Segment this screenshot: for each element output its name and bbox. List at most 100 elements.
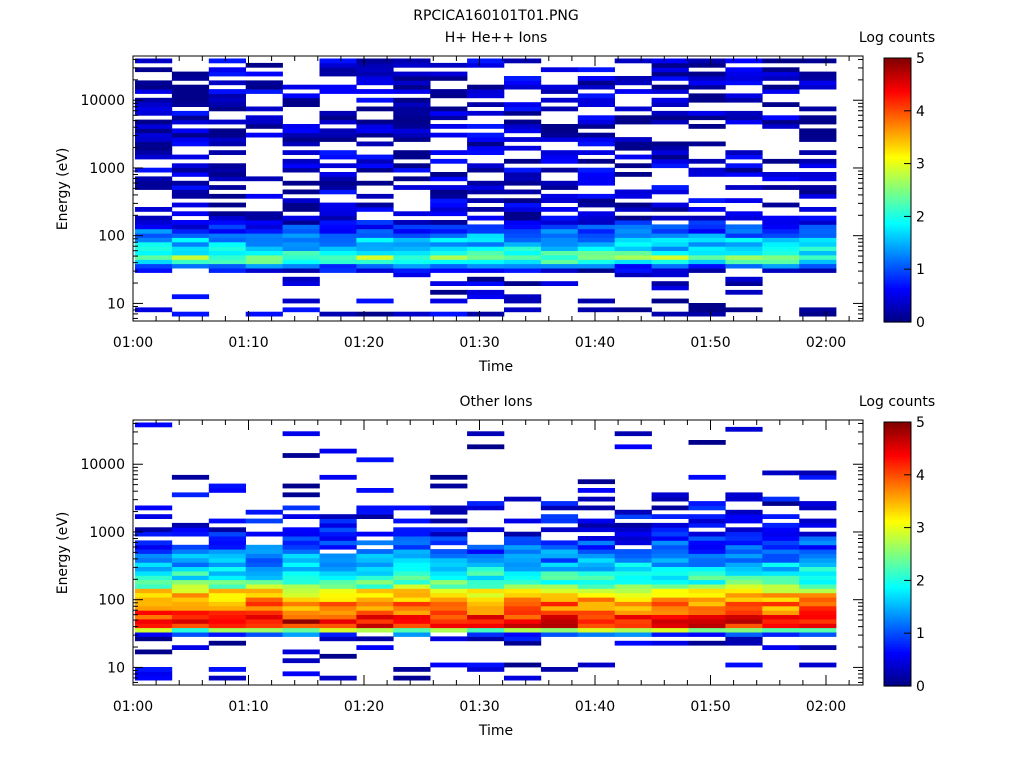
heatmap-cell [762,496,800,502]
heatmap-cell [393,592,431,598]
heatmap-cell [614,255,652,260]
heatmap-cell [319,84,357,90]
heatmap-cell [319,215,357,221]
heatmap-cell [467,150,505,155]
heatmap-cell [614,137,652,142]
heatmap-cell [430,150,468,155]
heatmap-cell [540,220,579,225]
heatmap-cell [135,106,173,112]
heatmap-cell [282,189,320,195]
heatmap-cell [725,198,763,203]
heatmap-cell [282,571,320,576]
heatmap-cell [135,124,173,129]
heatmap-cell [171,202,210,208]
heatmap-cell [504,614,542,620]
heatmap-cell [135,167,173,173]
heatmap-cell [762,67,800,73]
colorbar-swatch [884,150,911,154]
heatmap-cell [245,263,283,269]
colorbar-swatch [884,456,911,460]
heatmap-cell [725,527,763,533]
heatmap-cell [799,307,837,313]
heatmap-cell [393,675,431,681]
heatmap-cell [467,619,505,624]
heatmap-cell [762,562,800,567]
heatmap-cell [577,228,615,234]
heatmap-cell [688,571,726,576]
heatmap-cell [245,255,283,260]
colorbar-swatch [884,609,911,613]
heatmap-cell [799,610,837,615]
heatmap-cell [725,163,763,169]
heatmap-cell [467,259,505,265]
colorbar-swatch [884,306,911,310]
heatmap-cell [135,237,173,243]
heatmap-cell [540,588,579,594]
heatmap-cell [245,566,283,572]
heatmap-cell [504,176,542,182]
heatmap-cell [504,557,542,563]
heatmap-cell [356,224,394,230]
heatmap-cell [799,544,837,550]
heatmap-cell [467,662,505,668]
heatmap-cell [577,97,615,103]
heatmap-cell [799,215,837,221]
colorbar-swatch [884,197,911,202]
heatmap-cell [540,610,579,615]
heatmap-cell [135,584,173,589]
heatmap-cell [504,307,542,313]
heatmap-cell [799,76,837,81]
heatmap-cell [651,237,689,243]
colorbar-swatch [884,232,911,236]
heatmap-cell [245,579,283,585]
heatmap-cell [504,263,542,269]
heatmap-cell [208,605,246,611]
heatmap-cell [725,58,763,64]
colorbar-tick-label: 0 [916,679,925,695]
heatmap-cell [614,540,652,546]
heatmap-cell [614,549,652,554]
heatmap-cell [319,653,357,659]
y-tick-label: 10000 [80,457,125,473]
heatmap-cell [577,158,615,164]
heatmap-cell [577,579,615,585]
heatmap-cell [651,89,689,94]
heatmap-cell [245,259,283,265]
colorbar-swatch [884,551,911,555]
y-tick-label: 10 [107,660,125,676]
heatmap-cell [467,180,505,186]
heatmap-cell [393,614,431,620]
heatmap-cell [651,145,689,151]
heatmap-cell [282,263,320,269]
heatmap-cell [577,80,615,86]
heatmap-cell [799,115,837,121]
heatmap-cell [430,115,468,121]
heatmap-cell [614,119,652,125]
heatmap-cell [430,132,468,138]
heatmap-cell [171,128,210,134]
heatmap-cell [799,158,837,164]
heatmap-cell [135,562,173,567]
heatmap-cell [282,566,320,572]
heatmap-cell [319,128,357,134]
heatmap-cell [430,110,468,116]
heatmap-cell [651,505,689,511]
heatmap-cell [799,163,837,169]
heatmap-cell [688,71,726,77]
heatmap-cell [356,62,394,68]
heatmap-cell [208,185,246,190]
heatmap-cell [356,220,394,225]
heatmap-cell [467,571,505,576]
heatmap-cell [688,544,726,550]
heatmap-cell [725,601,763,607]
heatmap-cell [208,202,246,208]
heatmap-cell [393,97,431,103]
heatmap-cell [614,172,652,177]
heatmap-cell [504,124,542,129]
heatmap-cell [356,605,394,611]
heatmap-cell [282,128,320,134]
heatmap-cell [356,76,394,81]
heatmap-cell [762,259,800,265]
heatmap-cell [282,632,320,637]
heatmap-cell [208,268,246,273]
